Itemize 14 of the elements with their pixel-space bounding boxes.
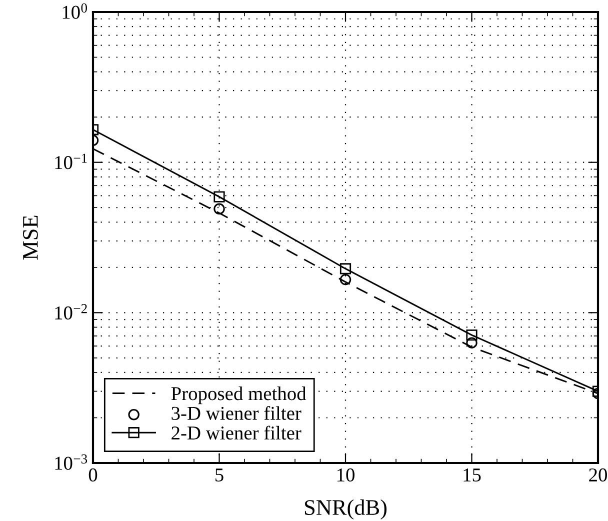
x-tick-label: 0 [88,468,98,482]
y-tick-label: 10$^{−1}$ [55,154,87,170]
y-tick-label: 10$^{−2}$ [55,304,87,320]
legend-label: 3-D wiener filter [172,406,302,420]
y-axis-title: MSE [22,216,38,260]
y-tick-label: 10$^{0}$ [62,3,87,19]
x-tick-label: 5 [216,468,224,482]
x-axis-title: SNR(dB) [305,499,387,520]
x-tick-label: 20 [589,468,607,482]
x-tick-label: 15 [464,468,481,482]
x-tick-label: 10 [337,468,354,482]
legend-label: 2-D wiener filter [172,426,302,440]
y-tick-label: 10$^{−3}$ [55,454,88,470]
legend-label: Proposed method [171,386,306,404]
